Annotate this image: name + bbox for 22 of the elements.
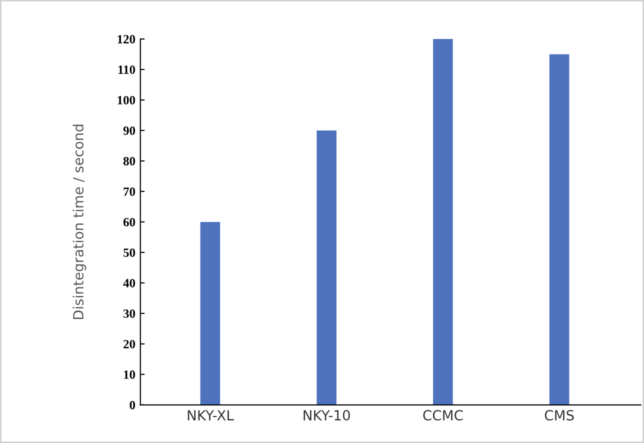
- y-tick-label: 120: [118, 35, 136, 44]
- y-tick-label: 100: [118, 96, 136, 104]
- x-tick-label: NKY-10: [304, 410, 350, 421]
- x-tick-label: CMS: [544, 410, 574, 421]
- y-tick-label: 110: [118, 66, 136, 74]
- x-tick-label: CCMC: [423, 410, 463, 421]
- y-tick-label: 40: [123, 278, 136, 288]
- y-tick-label: 50: [124, 248, 136, 257]
- y-axis-title: Disintegration time / second: [72, 124, 86, 320]
- y-tick-label: 70: [124, 187, 136, 196]
- x-tick-label: NKY-XL: [188, 410, 234, 420]
- y-tick-label: 80: [123, 156, 136, 166]
- y-tick-label: 60: [123, 218, 136, 226]
- y-tick-label: 20: [124, 340, 136, 348]
- bar: [200, 222, 220, 405]
- y-tick-label: 90: [123, 126, 136, 135]
- bar: [433, 38, 453, 405]
- y-tick-label: 30: [124, 309, 136, 318]
- bar: [316, 130, 336, 405]
- y-tick-label: 0: [130, 400, 136, 410]
- y-tick-label: 10: [124, 370, 136, 379]
- bar: [549, 54, 570, 405]
